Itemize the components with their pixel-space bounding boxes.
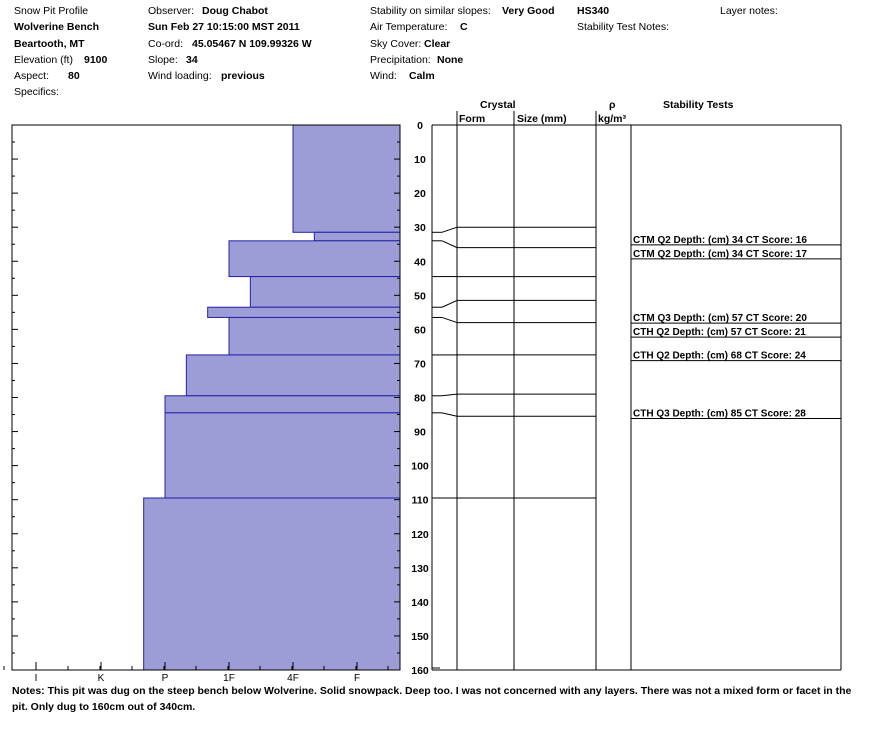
layer-bar-4 [207,306,401,318]
location-name: Wolverine Bench [14,21,99,33]
sky-value: Clear [424,38,451,50]
hs-value: HS340 [577,5,610,17]
stability-value: Very Good [502,5,555,17]
hardness-label-I: I [35,673,38,684]
layer-bar-1 [313,231,401,242]
coord-label: Co-ord: [148,38,184,50]
observer-value: Doug Chabot [202,5,268,17]
depth-label-130: 130 [411,563,429,575]
layer-bar-8 [164,412,401,499]
boundary-connector [441,393,458,397]
aspect-label: Aspect: [14,70,50,82]
boundary-connector [441,240,458,249]
datetime: Sun Feb 27 10:15:00 MST 2011 [148,21,300,33]
page-title: Snow Pit Profile [14,5,89,17]
precip-label: Precipitation: [370,54,431,66]
stability-label: Stability on similar slopes: [370,5,491,17]
coord-value: 45.05467 N 109.99326 W [192,38,312,50]
aspect-value: 80 [68,70,80,82]
depth-label-30: 30 [414,222,426,234]
stability-test-4: CTH Q2 Depth: (cm) 68 CT Score: 24 [633,351,806,362]
sky-label: Sky Cover: [370,38,422,50]
hardness-label-P: P [162,673,169,684]
crystal-header: Crystal [480,99,516,111]
hardness-label-1F: 1F [223,673,235,684]
hardness-label-F: F [354,673,360,684]
notes-label: Notes: [12,685,45,697]
depth-label-110: 110 [412,495,429,507]
layer-bar-3 [249,276,401,308]
hardness-label-4F: 4F [287,673,299,684]
depth-label-0: 0 [417,120,423,132]
form-header: Form [459,113,486,125]
air-temp-label: Air Temperature: [370,21,448,33]
specifics-label: Specifics: [14,86,59,98]
boundary-connector [441,412,458,417]
stability-test-1: CTM Q2 Depth: (cm) 34 CT Score: 17 [633,249,807,260]
depth-label-60: 60 [414,324,426,336]
density-symbol: ρ [609,99,616,111]
stability-test-5: CTH Q3 Depth: (cm) 85 CT Score: 28 [633,409,806,420]
boundary-connector [441,226,458,233]
depth-label-90: 90 [414,427,426,439]
depth-label-70: 70 [414,358,426,370]
layer-bar-9 [143,497,401,671]
layer-bar-5 [228,316,401,356]
depth-label-100: 100 [411,461,429,473]
layer-bar-2 [228,240,401,278]
elevation-label: Elevation (ft) [14,54,73,66]
notes-block: Notes: This pit was dug on the steep ben… [12,683,852,715]
wind-value: Calm [409,70,435,82]
slope-label: Slope: [148,54,178,66]
depth-label-120: 120 [411,529,429,541]
density-unit: kg/m³ [598,113,627,125]
layer-notes-label: Layer notes: [720,5,778,17]
depth-label-150: 150 [411,631,429,643]
notes-text: This pit was dug on the steep bench belo… [12,685,852,713]
depth-label-50: 50 [414,290,426,302]
depth-label-10: 10 [414,154,426,166]
layer-bar-0 [292,124,401,233]
elevation-value: 9100 [84,54,108,66]
depth-label-40: 40 [414,256,426,268]
stability-test-0: CTM Q2 Depth: (cm) 34 CT Score: 16 [633,235,807,246]
stability-test-2: CTM Q3 Depth: (cm) 57 CT Score: 20 [633,313,807,324]
precip-value: None [437,54,464,66]
wind-label: Wind: [370,70,397,82]
slope-value: 34 [186,54,198,66]
stability-notes-label: Stability Test Notes: [577,21,670,33]
boundary-connector [441,316,458,324]
wind-loading-label: Wind loading: [148,70,212,82]
depth-label-80: 80 [414,393,426,405]
hardness-label-K: K [98,673,105,684]
air-temp-value: C [460,21,468,33]
depth-label-160: 160 [411,665,429,677]
layer-bar-6 [185,354,401,397]
wind-loading-value: previous [221,70,265,82]
stability-tests-header: Stability Tests [663,99,734,111]
depth-label-20: 20 [414,188,426,200]
observer-label: Observer: [148,5,195,17]
depth-label-140: 140 [411,597,429,609]
layer-bar-7 [164,395,401,414]
size-header: Size (mm) [517,113,567,125]
boundary-connector [441,299,458,308]
stability-test-3: CTH Q2 Depth: (cm) 57 CT Score: 21 [633,327,806,338]
region: Beartooth, MT [14,38,85,50]
